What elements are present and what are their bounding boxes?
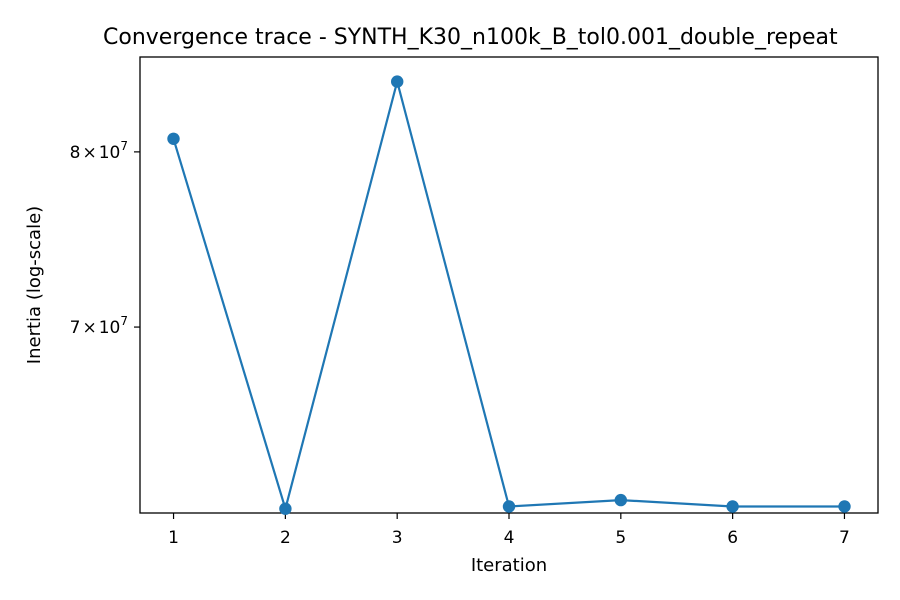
y-tick-base: 10 — [99, 143, 121, 163]
plot-area — [139, 56, 879, 514]
y-axis-label: Inertia (log-scale) — [24, 206, 45, 364]
y-tick-base: 10 — [99, 318, 121, 338]
x-tick-label: 4 — [504, 528, 515, 548]
y-tick-mantissa: 7 — [70, 318, 81, 338]
x-tick-label: 5 — [615, 528, 626, 548]
x-tick-label: 6 — [727, 528, 738, 548]
x-tick-label: 7 — [839, 528, 850, 548]
y-tick-exponent: 7 — [120, 314, 128, 328]
data-points — [167, 75, 851, 515]
data-point-7 — [838, 500, 851, 513]
data-point-3 — [391, 75, 404, 88]
y-tick-mantissa: 8 — [70, 143, 81, 163]
x-tick-label: 1 — [168, 528, 179, 548]
y-tick-exponent: 7 — [120, 139, 128, 153]
data-point-1 — [167, 132, 180, 145]
y-tick-label: 7 × 107 — [70, 314, 128, 338]
x-axis: 1 2 3 4 5 6 7 — [168, 513, 850, 548]
data-point-6 — [726, 500, 739, 513]
series-line — [172, 77, 845, 513]
data-point-2 — [279, 502, 292, 515]
y-tick-times: × — [82, 143, 96, 163]
chart-title: Convergence trace - SYNTH_K30_n100k_B_to… — [103, 25, 838, 50]
x-axis-label: Iteration — [471, 555, 547, 576]
y-tick-label: 8 × 107 — [70, 139, 128, 163]
data-point-4 — [502, 500, 516, 513]
x-tick-label: 2 — [280, 528, 291, 548]
data-point-5 — [614, 493, 627, 507]
x-tick-label: 3 — [392, 528, 403, 548]
y-tick-times: × — [82, 318, 96, 338]
